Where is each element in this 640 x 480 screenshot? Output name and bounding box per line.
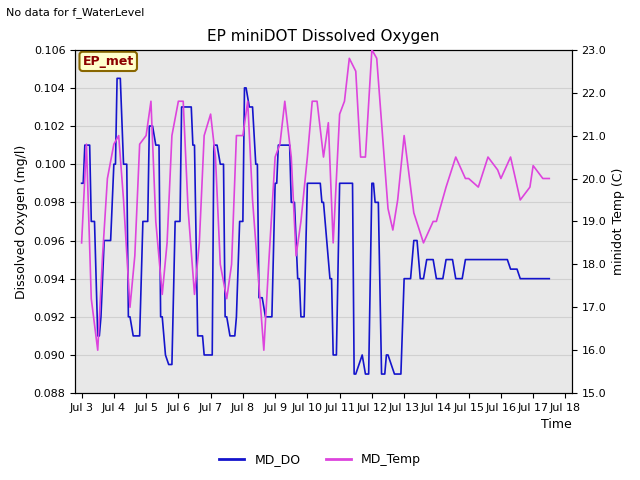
Text: EP_met: EP_met xyxy=(83,55,134,68)
X-axis label: Time: Time xyxy=(541,419,572,432)
Legend: MD_DO, MD_Temp: MD_DO, MD_Temp xyxy=(214,448,426,471)
Text: No data for f_WaterLevel: No data for f_WaterLevel xyxy=(6,7,145,18)
Title: EP miniDOT Dissolved Oxygen: EP miniDOT Dissolved Oxygen xyxy=(207,29,440,44)
Y-axis label: minidot Temp (C): minidot Temp (C) xyxy=(612,168,625,275)
Y-axis label: Dissolved Oxygen (mg/l): Dissolved Oxygen (mg/l) xyxy=(15,144,28,299)
